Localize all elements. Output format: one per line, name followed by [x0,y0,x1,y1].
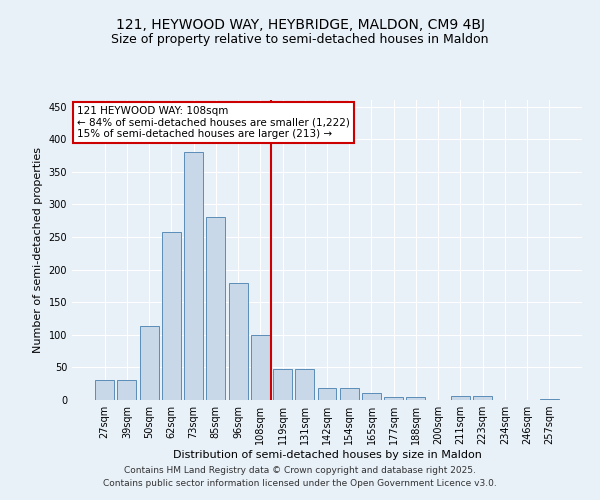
Bar [295,370,314,400]
Bar [473,396,492,400]
Bar [406,396,425,400]
Bar [229,282,248,400]
Bar [384,396,403,400]
Bar [540,398,559,400]
Text: Size of property relative to semi-detached houses in Maldon: Size of property relative to semi-detach… [111,32,489,46]
Bar [317,388,337,400]
Text: 121, HEYWOOD WAY, HEYBRIDGE, MALDON, CM9 4BJ: 121, HEYWOOD WAY, HEYBRIDGE, MALDON, CM9… [115,18,485,32]
Bar [140,326,158,400]
Text: Contains HM Land Registry data © Crown copyright and database right 2025.
Contai: Contains HM Land Registry data © Crown c… [103,466,497,487]
Bar [273,370,292,400]
Bar [251,335,270,400]
Bar [118,380,136,400]
X-axis label: Distribution of semi-detached houses by size in Maldon: Distribution of semi-detached houses by … [173,450,481,460]
Bar [95,380,114,400]
Y-axis label: Number of semi-detached properties: Number of semi-detached properties [33,147,43,353]
Bar [451,396,470,400]
Text: 121 HEYWOOD WAY: 108sqm
← 84% of semi-detached houses are smaller (1,222)
15% of: 121 HEYWOOD WAY: 108sqm ← 84% of semi-de… [77,106,350,139]
Bar [184,152,203,400]
Bar [162,232,181,400]
Bar [206,218,225,400]
Bar [340,388,359,400]
Bar [362,394,381,400]
